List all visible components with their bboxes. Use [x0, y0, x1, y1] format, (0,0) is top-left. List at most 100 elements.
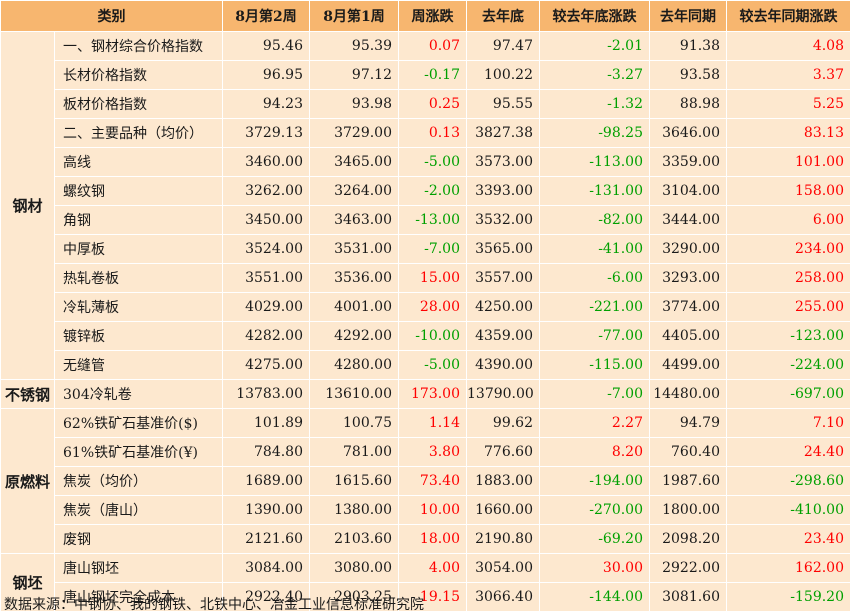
- year-end-value: 4250.00: [466, 292, 540, 322]
- item-name: 冷轧薄板: [54, 292, 223, 322]
- week2-value: 95.46: [222, 31, 310, 61]
- table-row: 中厚板 3524.00 3531.00 -7.00 3565.00 -41.00 3290.…: [1, 234, 850, 264]
- week2-value: 13783.00: [222, 379, 310, 409]
- week-change: 15.00: [398, 263, 467, 293]
- table-row: 焦炭（均价） 1689.00 1615.60 73.40 1883.00 -194.00 1…: [1, 466, 850, 496]
- table-row: 原燃料 62%铁矿石基准价($) 101.89 100.75 1.14 99.62 2.27…: [0, 408, 850, 554]
- week-change: -13.00: [398, 205, 467, 235]
- week-change: 73.40: [398, 466, 467, 496]
- last-year-value: 760.40: [649, 437, 727, 467]
- week1-value: 3264.00: [309, 176, 399, 206]
- week-change: -7.00: [398, 234, 467, 264]
- year-end-value: 776.60: [466, 437, 540, 467]
- year-end-change: -41.00: [539, 234, 650, 264]
- week-change: -0.17: [398, 60, 467, 90]
- year-end-change: -270.00: [539, 495, 650, 525]
- year-end-value: 1883.00: [466, 466, 540, 496]
- week2-value: 2121.60: [222, 524, 310, 554]
- week1-value: 100.75: [309, 408, 399, 438]
- category-cell: 原燃料: [0, 408, 55, 554]
- week2-value: 3524.00: [222, 234, 310, 264]
- last-year-change: -159.20: [726, 582, 850, 612]
- week1-value: 3536.00: [309, 263, 399, 293]
- week2-value: 3460.00: [222, 147, 310, 177]
- week2-value: 4029.00: [222, 292, 310, 322]
- year-end-value: 4359.00: [466, 321, 540, 351]
- last-year-change: 7.10: [726, 408, 850, 438]
- week1-value: 3531.00: [309, 234, 399, 264]
- table-row: 高线 3460.00 3465.00 -5.00 3573.00 -113.00 3359.…: [1, 147, 850, 177]
- week1-value: 1615.60: [309, 466, 399, 496]
- table-row: 板材价格指数 94.23 93.98 0.25 95.55 -1.32 88.98 5.25: [1, 89, 850, 119]
- year-end-change: -6.00: [539, 263, 650, 293]
- week1-value: 1380.00: [309, 495, 399, 525]
- table-row: 角钢 3450.00 3463.00 -13.00 3532.00 -82.00 3444.…: [1, 205, 850, 235]
- table-row: 冷轧薄板 4029.00 4001.00 28.00 4250.00 -221.00 377…: [1, 292, 850, 322]
- last-year-value: 4499.00: [649, 350, 727, 380]
- week2-value: 3551.00: [222, 263, 310, 293]
- year-end-value: 100.22: [466, 60, 540, 90]
- item-name: 螺纹钢: [54, 176, 223, 206]
- week-change: 0.13: [398, 118, 467, 148]
- week-change: 19.15: [398, 582, 467, 612]
- year-end-value: 1660.00: [466, 495, 540, 525]
- week2-value: 101.89: [222, 408, 310, 438]
- week-change: -5.00: [398, 147, 467, 177]
- week-change: -2.00: [398, 176, 467, 206]
- last-year-change: -697.00: [726, 379, 850, 409]
- year-end-change: -1.32: [539, 89, 650, 119]
- week2-value: 3262.00: [222, 176, 310, 206]
- last-year-change: -298.60: [726, 466, 850, 496]
- table-row: 螺纹钢 3262.00 3264.00 -2.00 3393.00 -131.00 3104…: [1, 176, 850, 206]
- year-end-value: 3573.00: [466, 147, 540, 177]
- table-row: 不锈钢 304冷轧卷 13783.00 13610.00 173.00 13790.00-…: [0, 379, 850, 409]
- header-year-end-change: 较去年底涨跌: [539, 0, 650, 32]
- item-name: 角钢: [54, 205, 223, 235]
- last-year-value: 2098.20: [649, 524, 727, 554]
- week-change: 10.00: [398, 495, 467, 525]
- year-end-change: -131.00: [539, 176, 650, 206]
- table-row: 钢材 一、钢材综合价格指数 95.46 95.39 0.07 97.47 -2.01 91.3…: [0, 31, 850, 380]
- table-row: 无缝管 4275.00 4280.00 -5.00 4390.00 -115.00 4499…: [1, 350, 850, 380]
- item-name: 长材价格指数: [54, 60, 223, 90]
- year-end-change: 8.20: [539, 437, 650, 467]
- year-end-value: 3532.00: [466, 205, 540, 235]
- week-change: 18.00: [398, 524, 467, 554]
- week1-value: 3729.00: [309, 118, 399, 148]
- header-week2: 8月第2周: [222, 0, 310, 32]
- week2-value: 2922.40: [222, 582, 310, 612]
- year-end-change: -98.25: [539, 118, 650, 148]
- year-end-value: 3565.00: [466, 234, 540, 264]
- year-end-change: -7.00: [539, 379, 650, 409]
- year-end-value: 3557.00: [466, 263, 540, 293]
- table-row: 钢坯 唐山钢坯 3084.00 3080.00 4.00 3054.00 30.00 2922…: [0, 553, 850, 612]
- last-year-change: 3.37: [726, 60, 850, 90]
- last-year-change: 83.13: [726, 118, 850, 148]
- header-week-change: 周涨跌: [398, 0, 467, 32]
- year-end-change: -194.00: [539, 466, 650, 496]
- last-year-change: -224.00: [726, 350, 850, 380]
- year-end-change: -69.20: [539, 524, 650, 554]
- last-year-change: 255.00: [726, 292, 850, 322]
- week2-value: 1390.00: [222, 495, 310, 525]
- last-year-change: -410.00: [726, 495, 850, 525]
- week1-value: 4280.00: [309, 350, 399, 380]
- week1-value: 3080.00: [309, 553, 399, 583]
- data-source-note: 数据来源：中钢协、我的钢铁、北铁中心、冶金工业信息标准研究院: [4, 597, 424, 613]
- item-name: 二、主要品种（均价）: [54, 118, 223, 148]
- item-name: 镀锌板: [54, 321, 223, 351]
- last-year-value: 1987.60: [649, 466, 727, 496]
- header-category: 类别: [0, 0, 223, 32]
- last-year-value: 2922.00: [649, 553, 727, 583]
- week1-value: 3465.00: [309, 147, 399, 177]
- year-end-value: 3054.00: [466, 553, 540, 583]
- year-end-change: -144.00: [539, 582, 650, 612]
- week-change: -5.00: [398, 350, 467, 380]
- week2-value: 3084.00: [222, 553, 310, 583]
- week-change: 4.00: [398, 553, 467, 583]
- table-row: 唐山钢坯完全成本 2922.40 2903.25 19.15 3066.40 -144.0…: [1, 582, 850, 612]
- header-week1: 8月第1周: [309, 0, 399, 32]
- last-year-value: 94.79: [649, 408, 727, 438]
